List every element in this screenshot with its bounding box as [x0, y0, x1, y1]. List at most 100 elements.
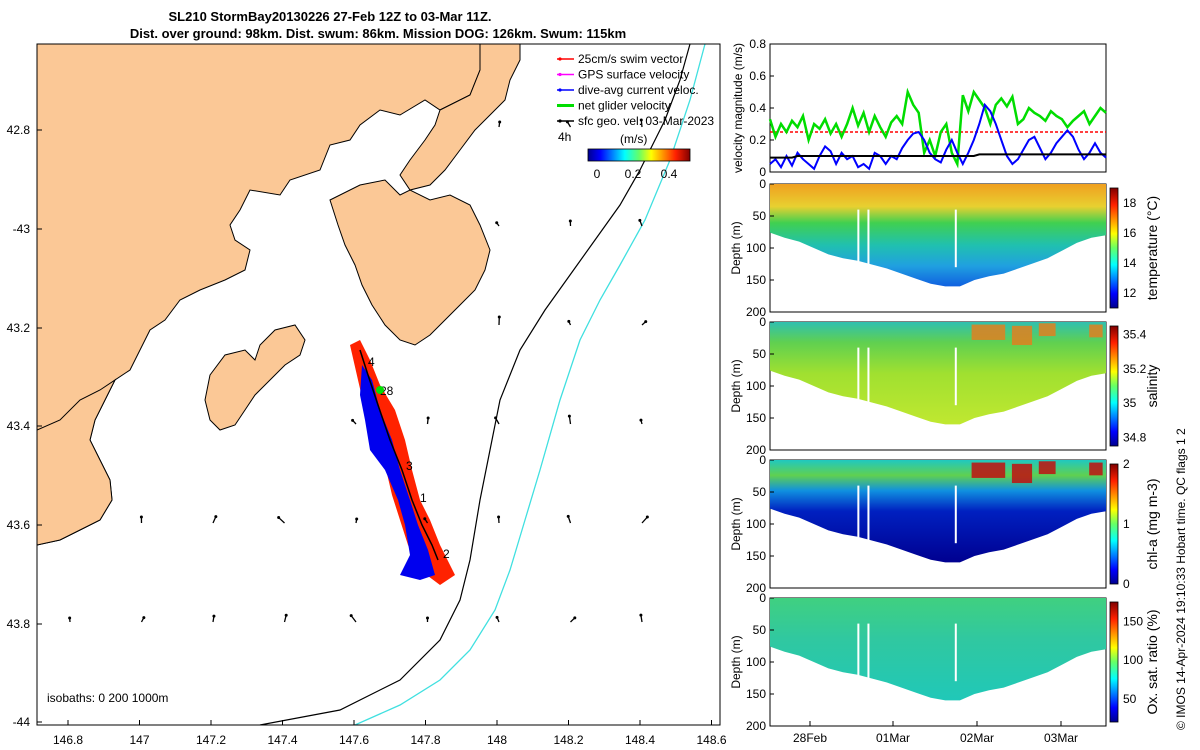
section-ylabel: Depth (m)	[729, 497, 743, 550]
track-label: 1	[420, 491, 427, 505]
legend-extra: 4h	[558, 130, 571, 144]
colorbar-tick: 2	[1123, 457, 1130, 471]
section-ytick: 150	[746, 549, 766, 563]
map-y-ticks: 42.8 -43 43.2 43.4 43.6 43.8 -44	[7, 123, 42, 729]
velocity-ytick: 0	[759, 165, 766, 179]
section-data	[770, 598, 1106, 701]
colorbar-tick: 100	[1123, 653, 1143, 667]
map-x-ticks: 146.8 147 147.2 147.4 147.6 147.8 148 148.2 148.…	[53, 720, 727, 747]
colorbar-tick: 35	[1123, 396, 1137, 410]
map-ytick-label: 43.8	[7, 617, 31, 631]
colorbar-tick: 18	[1123, 196, 1137, 210]
track-label: 3	[406, 459, 413, 473]
isobath-1000	[354, 44, 706, 725]
velocity-ytick: 0.2	[749, 133, 766, 147]
section-ytick: 100	[746, 241, 766, 255]
section-ylabel: Depth (m)	[729, 359, 743, 412]
time-tick-label: 01Mar	[876, 731, 910, 745]
velocity-ytick: 0.6	[749, 69, 766, 83]
section-ytick: 150	[746, 273, 766, 287]
section-ytick: 100	[746, 379, 766, 393]
section-data	[770, 322, 1106, 425]
section-ytick: 150	[746, 687, 766, 701]
section-colorbar	[1109, 463, 1119, 585]
colorbar-tick: 35.2	[1123, 362, 1147, 376]
time-tick-label: 02Mar	[960, 731, 994, 745]
velocity-series	[768, 87, 1107, 171]
colorbar-label: salinity	[1144, 365, 1160, 408]
colorbar-label: temperature (°C)	[1144, 196, 1160, 300]
map-ytick-label: 42.8	[7, 123, 31, 137]
isobath-label: isobaths: 0 200 1000m	[47, 691, 168, 705]
map-xtick-label: 147.4	[267, 733, 297, 747]
velocity-ytick: 0.4	[749, 101, 766, 115]
section-colorbar	[1109, 325, 1119, 447]
colorbar-tick: 50	[1123, 692, 1137, 706]
section-ytick: 100	[746, 655, 766, 669]
map-colorbar-tick: 0	[594, 167, 601, 181]
map-colorbar-tick: 0.2	[625, 167, 642, 181]
velocity-arrows	[68, 118, 649, 623]
section-ytick: 50	[753, 623, 767, 637]
velocity-ylabel: velocity magnitude (m/s)	[731, 43, 745, 173]
land-sw	[37, 378, 117, 546]
section-ytick: 0	[759, 177, 766, 191]
swath-blue	[360, 365, 435, 580]
track-label: 4	[368, 355, 375, 369]
colorbar-label: Ox. sat. ratio (%)	[1144, 609, 1160, 714]
map-ytick-label: 43.4	[7, 419, 31, 433]
section-ytick: 200	[746, 305, 766, 319]
map-xtick-label: 147	[129, 733, 149, 747]
map-xtick-label: 147.2	[196, 733, 226, 747]
map-xtick-label: 148.4	[625, 733, 655, 747]
colorbar-unit: (m/s)	[620, 132, 647, 146]
land-peninsula	[399, 44, 521, 191]
colorbar-tick: 35.4	[1123, 328, 1147, 342]
section-colorbar	[1109, 601, 1119, 723]
section-ytick: 200	[746, 581, 766, 595]
colorbar-tick: 34.8	[1123, 430, 1147, 444]
velocity-series-line	[770, 153, 1106, 159]
velocity-y-ticks: 0 0.2 0.4 0.6 0.8	[749, 37, 774, 179]
map-ytick-label: -43	[13, 222, 31, 236]
colorbar-tick: 12	[1123, 286, 1137, 300]
section-ytick: 50	[753, 209, 767, 223]
section-ytick: 200	[746, 443, 766, 457]
velocity-ytick: 0.8	[749, 37, 766, 51]
map-xtick-label: 148.6	[696, 733, 726, 747]
land-east	[329, 179, 491, 346]
section-ytick: 100	[746, 517, 766, 531]
land-tasman	[204, 324, 306, 431]
legend-entry: net glider velocity	[578, 99, 671, 113]
section-data	[770, 184, 1106, 287]
section-colorbar	[1109, 187, 1119, 309]
section-ytick: 0	[759, 315, 766, 329]
map-ytick-label: 43.2	[7, 321, 31, 335]
title-line2: Dist. over ground: 98km. Dist. swum: 86k…	[130, 26, 626, 41]
section-ytick: 0	[759, 591, 766, 605]
section-ylabel: Depth (m)	[729, 635, 743, 688]
map-ytick-label: 43.6	[7, 518, 31, 532]
map-xtick-label: 147.6	[339, 733, 369, 747]
track-label: 2	[443, 547, 450, 561]
map-xtick-label: 148	[487, 733, 507, 747]
section-panel: 0 50 100 150 200 Depth (m) 0 1 2 chl-a (mg m-3)	[729, 453, 1160, 595]
legend-entry: 25cm/s swim vector	[578, 52, 683, 66]
section-ytick: 150	[746, 411, 766, 425]
section-ytick: 200	[746, 719, 766, 733]
track-label: 28	[380, 384, 394, 398]
section-panel: 0 50 100 150 200 Depth (m) 12 14 16 18 temperature…	[729, 177, 1160, 319]
legend-entry: GPS surface velocity	[578, 68, 689, 82]
glider-track	[359, 349, 439, 561]
map-colorbar-tick: 0.4	[661, 167, 678, 181]
colorbar-tick: 150	[1123, 614, 1143, 628]
section-ytick: 50	[753, 347, 767, 361]
colorbar-label: chl-a (mg m-3)	[1144, 478, 1160, 569]
title-line1: SL210 StormBay20130226 27-Feb 12Z to 03-…	[169, 9, 492, 24]
map-xtick-label: 148.2	[553, 733, 583, 747]
track-labels: 4 28 3 1 2	[368, 355, 450, 561]
